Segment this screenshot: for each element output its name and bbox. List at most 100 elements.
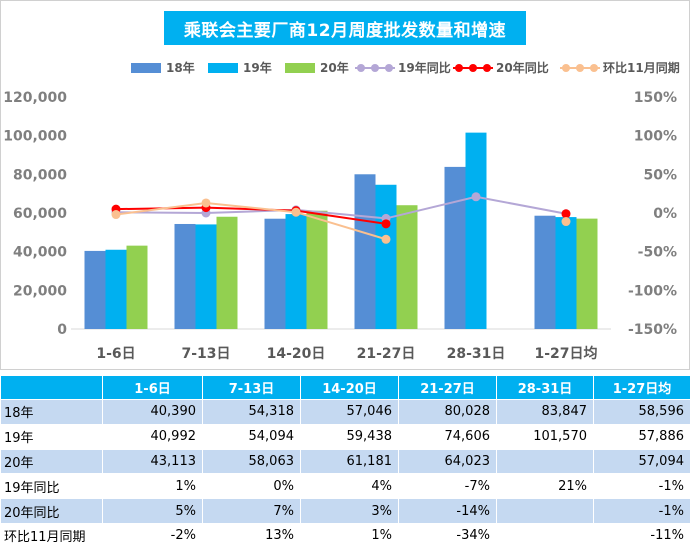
table-header-corner — [0, 375, 103, 400]
table-cell — [496, 448, 594, 475]
legend-item: 20年 — [285, 60, 349, 75]
table-cell: 1% — [300, 522, 399, 549]
row-label: 19年 — [0, 423, 103, 450]
legend-swatch — [285, 63, 315, 73]
left-axis-tick-label: 60,000 — [13, 206, 67, 222]
legend-label: 18年 — [166, 60, 195, 75]
table-cell: 57,094 — [593, 448, 690, 475]
bar-20年 — [216, 216, 238, 329]
point-环比11月同期 — [111, 210, 121, 220]
table-cell: -2% — [102, 522, 203, 549]
point-19年同比 — [471, 192, 481, 202]
legend-label: 20年同比 — [496, 60, 549, 75]
legend-swatch-marker — [455, 64, 463, 72]
table-cell: 101,570 — [496, 423, 594, 450]
table-cell: -1% — [593, 498, 690, 524]
legend-item: 20年同比 — [453, 60, 549, 75]
left-axis-tick-label: 40,000 — [13, 245, 67, 261]
category-label: 1-6日 — [96, 346, 135, 362]
bar-20年 — [306, 210, 328, 329]
category-label: 7-13日 — [181, 346, 230, 362]
table-cell: 57,046 — [300, 399, 399, 425]
bar-20年 — [126, 245, 148, 329]
line-marks — [111, 192, 571, 244]
bar-18年 — [444, 166, 466, 329]
legend-swatch-marker — [576, 64, 584, 72]
table-cell: 74,606 — [398, 423, 497, 450]
category-labels: 1-6日 7-13日 14-20日 21-27日 28-31日 1-27日均 — [96, 345, 597, 362]
bar-20年 — [576, 218, 598, 329]
left-axis-tick-label: 120,000 — [3, 90, 67, 106]
chart-canvas: 18年 19年 20年 19年同比 20年同比 环比11月同期 0 20,000 40,000… — [3, 60, 680, 362]
table-cell: 83,847 — [496, 399, 594, 425]
table-cell — [496, 498, 594, 524]
table-row: 20年 43,113 58,063 61,181 64,023 57,094 — [0, 448, 690, 475]
row-label: 20年同比 — [0, 498, 103, 524]
category-label: 28-31日 — [447, 346, 506, 362]
point-20年同比 — [561, 209, 571, 219]
legend-item: 19年同比 — [355, 60, 451, 75]
table-cell: 43,113 — [102, 448, 203, 475]
table-cell: 58,063 — [202, 448, 301, 475]
table-row: 19年同比 1% 0% 4% -7% 21% -1% — [0, 473, 690, 500]
table-cell: 58,596 — [593, 399, 690, 425]
legend-swatch-marker — [590, 64, 598, 72]
table-cell: 57,886 — [593, 423, 690, 450]
table-row: 环比11月同期 -2% 13% 1% -34% -11% — [0, 522, 690, 549]
bar-20年 — [396, 205, 418, 329]
table-cell — [496, 522, 594, 549]
table-cell: -7% — [398, 473, 497, 500]
bar-19年 — [195, 224, 217, 329]
bar-19年 — [105, 249, 127, 329]
table-cell: 5% — [102, 498, 203, 524]
right-axis-tick-label: 50% — [643, 167, 677, 183]
table-cell: -34% — [398, 522, 497, 549]
table-cell: 7% — [202, 498, 301, 524]
right-axis-tick-label: 0% — [653, 206, 677, 222]
table-cell: -14% — [398, 498, 497, 524]
left-axis-tick-label: 20,000 — [13, 283, 67, 299]
table-cell: 4% — [300, 473, 399, 500]
legend-item: 18年 — [131, 60, 195, 75]
point-环比11月同期 — [381, 234, 391, 244]
right-axis-tick-label: 100% — [634, 129, 677, 145]
table-header-cell: 14-20日 — [300, 375, 399, 400]
point-环比11月同期 — [291, 207, 301, 217]
bar-18年 — [174, 223, 196, 329]
table-cell: 13% — [202, 522, 301, 549]
table-cell: -11% — [593, 522, 690, 549]
legend-swatch-marker — [469, 64, 477, 72]
legend-label: 环比11月同期 — [603, 60, 680, 75]
legend-swatch-marker — [562, 64, 570, 72]
row-label: 环比11月同期 — [0, 522, 103, 549]
legend-swatch — [131, 63, 161, 73]
legend-swatch-marker — [357, 64, 365, 72]
legend-label: 19年 — [243, 60, 272, 75]
table-cell: 40,390 — [102, 399, 203, 425]
left-axis-tick-label: 100,000 — [3, 129, 67, 145]
right-axis-tick-label: -100% — [628, 283, 677, 299]
table-header-cell: 1-27日均 — [593, 375, 690, 400]
category-label: 1-27日均 — [534, 345, 597, 362]
bar-18年 — [84, 250, 106, 329]
table-cell: 59,438 — [300, 423, 399, 450]
table-cell: 0% — [202, 473, 301, 500]
right-axis-tick-label: -150% — [628, 322, 677, 338]
table-cell: 54,094 — [202, 423, 301, 450]
table-row: 18年 40,390 54,318 57,046 80,028 83,847 5… — [0, 399, 690, 425]
legend-swatch-marker — [385, 64, 393, 72]
table-cell: -1% — [593, 473, 690, 500]
table-row: 20年同比 5% 7% 3% -14% -1% — [0, 498, 690, 524]
bar-18年 — [264, 218, 286, 329]
table-header-cell: 28-31日 — [496, 375, 594, 400]
bar-19年 — [465, 132, 487, 329]
bar-19年 — [375, 184, 397, 329]
right-axis-tick-label: -50% — [638, 245, 677, 261]
point-环比11月同期 — [561, 217, 571, 227]
table-row: 19年 40,992 54,094 59,438 74,606 101,570 … — [0, 423, 690, 450]
chart-title: 乘联会主要厂商12月周度批发数量和增速 — [164, 11, 526, 45]
table-cell: 61,181 — [300, 448, 399, 475]
right-axis-ticks: -150% -100% -50% 0% 50% 100% 150% — [628, 90, 677, 338]
table-header-row: 1-6日 7-13日 14-20日 21-27日 28-31日 1-27日均 — [0, 375, 690, 400]
table-header-cell: 7-13日 — [202, 375, 301, 400]
